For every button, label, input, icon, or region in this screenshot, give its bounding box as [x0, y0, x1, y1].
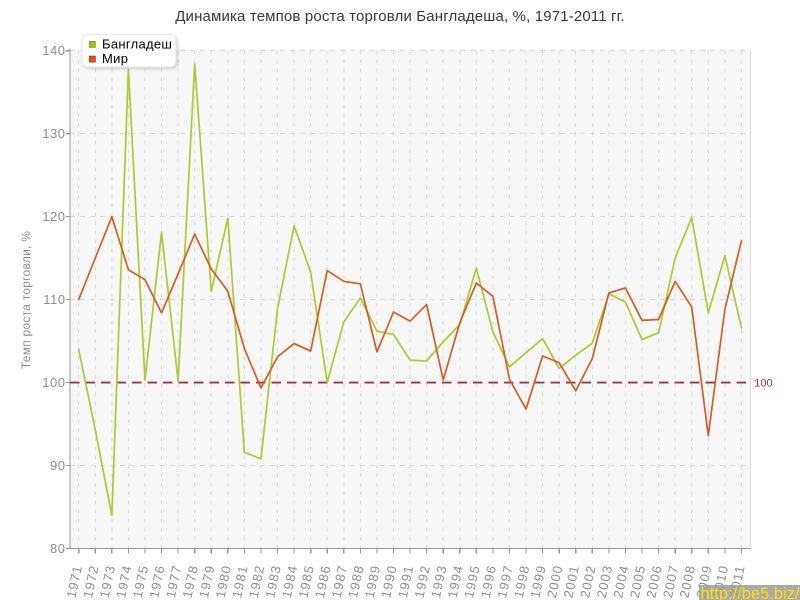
svg-text:1990: 1990 — [378, 564, 400, 600]
svg-text:1976: 1976 — [146, 564, 168, 600]
svg-text:Темп роста торговли, %: Темп роста торговли, % — [19, 231, 33, 369]
svg-text:80: 80 — [50, 541, 65, 556]
svg-text:110: 110 — [43, 292, 65, 307]
svg-text:2004: 2004 — [610, 564, 632, 600]
svg-text:2003: 2003 — [594, 564, 616, 600]
svg-text:Бангладеш: Бангладеш — [102, 37, 172, 52]
svg-text:1973: 1973 — [97, 564, 119, 600]
svg-text:2007: 2007 — [660, 564, 682, 600]
svg-text:120: 120 — [42, 209, 65, 224]
svg-text:1998: 1998 — [511, 564, 533, 600]
svg-text:1971: 1971 — [64, 564, 86, 600]
svg-text:2008: 2008 — [677, 564, 699, 600]
svg-text:1985: 1985 — [295, 564, 317, 600]
svg-text:2001: 2001 — [561, 564, 583, 600]
svg-text:2000: 2000 — [544, 564, 566, 600]
svg-text:90: 90 — [50, 458, 65, 473]
svg-text:Мир: Мир — [102, 51, 128, 66]
svg-text:1993: 1993 — [428, 564, 450, 600]
svg-text:1974: 1974 — [113, 564, 135, 600]
svg-text:1978: 1978 — [180, 564, 202, 600]
svg-text:http://be5.biz/: http://be5.biz/ — [701, 585, 800, 600]
svg-text:1996: 1996 — [478, 564, 500, 600]
svg-text:130: 130 — [42, 126, 65, 141]
svg-text:1979: 1979 — [196, 564, 218, 600]
svg-text:1986: 1986 — [312, 564, 334, 600]
svg-text:2005: 2005 — [627, 564, 649, 600]
svg-text:2002: 2002 — [577, 564, 599, 600]
svg-text:1981: 1981 — [229, 564, 251, 600]
svg-text:1999: 1999 — [527, 564, 549, 600]
svg-text:100: 100 — [42, 375, 65, 390]
svg-text:1992: 1992 — [411, 564, 433, 600]
svg-text:1984: 1984 — [279, 564, 301, 600]
svg-text:1988: 1988 — [345, 564, 367, 600]
svg-text:1991: 1991 — [395, 564, 417, 600]
svg-text:1972: 1972 — [80, 564, 102, 600]
svg-text:100: 100 — [754, 378, 772, 390]
svg-text:1997: 1997 — [494, 564, 516, 600]
svg-text:1975: 1975 — [130, 564, 152, 600]
svg-text:1982: 1982 — [246, 564, 268, 600]
svg-text:1994: 1994 — [445, 564, 467, 600]
svg-text:1980: 1980 — [213, 564, 235, 600]
svg-text:1977: 1977 — [163, 564, 185, 600]
svg-text:1987: 1987 — [329, 564, 351, 600]
svg-text:1995: 1995 — [461, 564, 483, 600]
svg-text:140: 140 — [42, 43, 65, 58]
svg-text:Динамика темпов роста торговли: Динамика темпов роста торговли Бангладеш… — [175, 8, 625, 25]
svg-text:2006: 2006 — [643, 564, 665, 600]
svg-text:1983: 1983 — [262, 564, 284, 600]
svg-text:1989: 1989 — [362, 564, 384, 600]
